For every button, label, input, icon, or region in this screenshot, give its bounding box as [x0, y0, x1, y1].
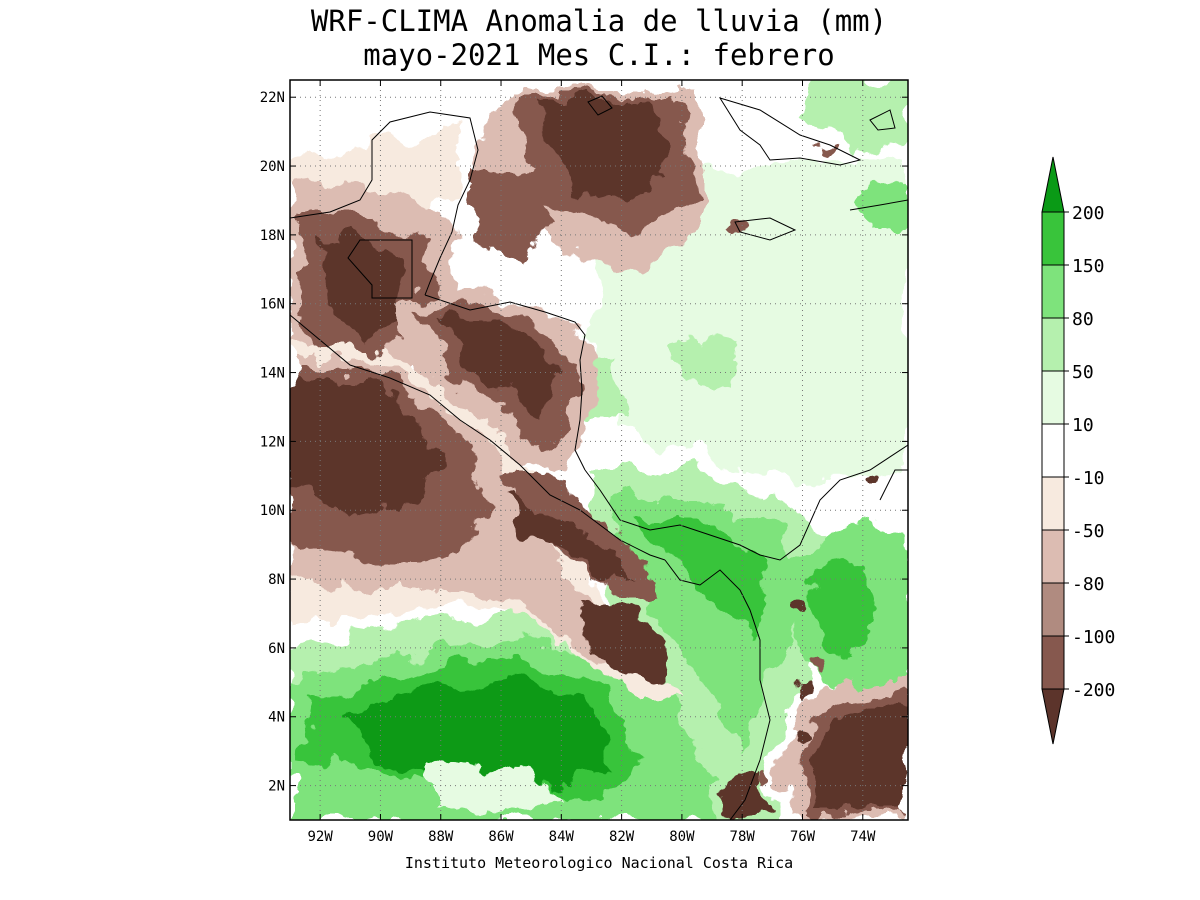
colorbar-label: 200: [1072, 203, 1105, 224]
lat-tick-label: 12N: [260, 434, 285, 450]
map-title-line-1: WRF-CLIMA Anomalia de lluvia (mm): [310, 4, 888, 38]
lat-tick-label: 6N: [268, 641, 285, 657]
lat-tick-label: 2N: [268, 779, 285, 795]
colorbar-label: -50: [1072, 521, 1105, 542]
lon-tick-label: 74W: [850, 829, 876, 845]
colorbar-label: 150: [1072, 256, 1105, 277]
colorbar: 200 150 80 50 10 -10 -50 -80 -100 -200: [1041, 156, 1115, 745]
lon-tick-label: 78W: [730, 829, 756, 845]
graticule: [290, 80, 908, 820]
lon-tick-label: 90W: [368, 829, 394, 845]
colorbar-label: 80: [1072, 309, 1094, 330]
lon-tick-label: 92W: [307, 829, 333, 845]
colorbar-segment: [1041, 264, 1065, 319]
colorbar-top-arrow: [1041, 156, 1065, 213]
lon-tick-label: 82W: [609, 829, 635, 845]
colorbar-segment: [1041, 317, 1065, 372]
credit-text: Instituto Meteorologico Nacional Costa R…: [404, 854, 794, 872]
lon-tick-label: 84W: [549, 829, 575, 845]
colorbar-segment: [1041, 211, 1065, 266]
colorbar-segment: [1041, 529, 1065, 584]
colorbar-label: -80: [1072, 574, 1105, 595]
lat-axis: 2N 4N 6N 8N 10N 12N 14N 16N 18N 20N 22N: [260, 90, 908, 795]
lon-axis: 92W 90W 88W 86W 84W 82W 80W 78W 76W 74W: [307, 80, 876, 845]
colorbar-label: -10: [1072, 468, 1105, 489]
lat-tick-label: 10N: [260, 503, 285, 519]
map-frame: [289, 79, 909, 821]
colorbar-segment: [1041, 370, 1065, 425]
colorbar-label: 50: [1072, 362, 1094, 383]
lon-tick-label: 86W: [488, 829, 514, 845]
lat-tick-label: 8N: [268, 572, 285, 588]
colorbar-label: -100: [1072, 627, 1115, 648]
lon-tick-label: 76W: [790, 829, 816, 845]
coastlines: [290, 95, 908, 820]
colorbar-label: -200: [1072, 680, 1115, 701]
colorbar-segment: [1041, 635, 1065, 690]
lon-tick-label: 88W: [428, 829, 454, 845]
colorbar-segment: [1041, 476, 1065, 531]
anomaly-field: [290, 80, 908, 820]
lat-tick-label: 14N: [260, 366, 285, 382]
lat-tick-label: 20N: [260, 159, 285, 175]
colorbar-segment: [1041, 423, 1065, 478]
map-title-line-2: mayo-2021 Mes C.I.: febrero: [363, 38, 835, 72]
lat-tick-label: 16N: [260, 297, 285, 313]
lon-tick-label: 80W: [669, 829, 695, 845]
lat-tick-label: 22N: [260, 90, 285, 106]
lat-tick-label: 4N: [268, 710, 285, 726]
colorbar-label: 10: [1072, 415, 1094, 436]
colorbar-segment: [1041, 582, 1065, 637]
colorbar-bottom-arrow: [1041, 688, 1065, 745]
lat-tick-label: 18N: [260, 228, 285, 244]
